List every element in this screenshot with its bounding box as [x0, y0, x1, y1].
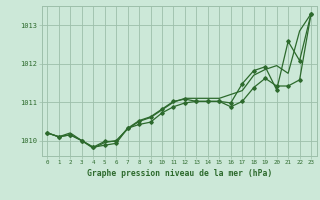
X-axis label: Graphe pression niveau de la mer (hPa): Graphe pression niveau de la mer (hPa): [87, 169, 272, 178]
